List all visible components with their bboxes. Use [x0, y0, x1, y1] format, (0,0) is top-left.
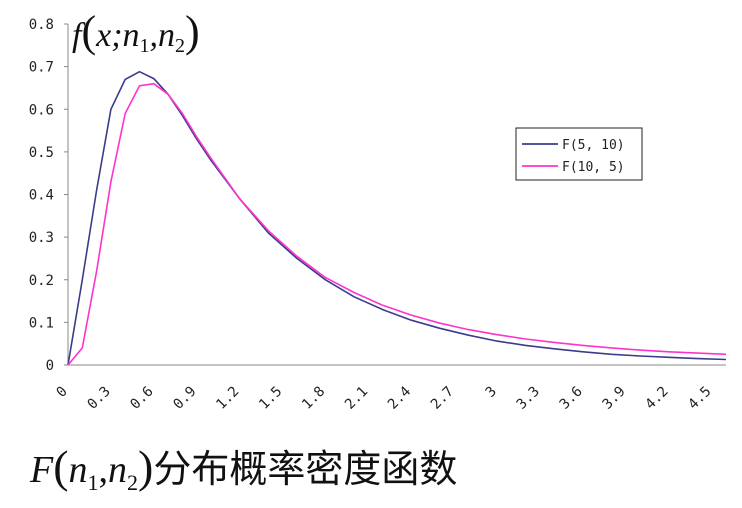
y-tick-label: 0.4 [29, 188, 54, 204]
x-tick-label: 3.6 [557, 384, 586, 413]
ylabel-sub1: 1 [140, 35, 150, 57]
x-tick-label: 1.5 [256, 384, 285, 413]
x-tick-label: 0.3 [85, 384, 114, 413]
series-line-1 [67, 70, 727, 366]
ylabel-sub2: 2 [175, 35, 185, 57]
y-tick-label: 0.2 [29, 273, 54, 289]
caption-prefix: F [30, 449, 54, 491]
ylabel-args: x;n [95, 17, 139, 54]
caption-n2: n [108, 449, 128, 491]
x-tick-label: 2.7 [428, 384, 457, 413]
f-distribution-chart: 0 0.1 0.2 0.3 0.4 0.5 0.6 0.7 0.8 0 0.3 0.6 0.9 1.2 1… [29, 7, 727, 413]
x-tick-label: 3.3 [514, 384, 543, 413]
caption-n1: n [68, 449, 88, 491]
y-tick-label: 0.7 [29, 60, 54, 76]
legend-box [515, 127, 643, 181]
y-tick-label: 0.1 [29, 315, 54, 331]
x-tick-label: 1.2 [213, 384, 242, 413]
x-tick-label: 3 [483, 384, 500, 401]
caption-open-paren: ( [53, 441, 69, 492]
y-tick-label: 0.8 [29, 17, 54, 33]
series-lines [67, 70, 727, 366]
x-tick-label: 3.9 [599, 384, 628, 413]
x-tick-label: 0.6 [127, 384, 156, 413]
y-tick-label: 0.3 [29, 230, 54, 246]
y-tick-label: 0.5 [29, 145, 54, 161]
legend-label-2: F(10, 5) [562, 160, 625, 175]
x-tick-labels: 0 0.3 0.6 0.9 1.2 1.5 1.8 2.1 2.4 2.7 3 3.3 3.6 3.9 4.… [54, 384, 715, 413]
caption-sep: , [98, 449, 109, 491]
y-tick-label: 0.6 [29, 102, 54, 118]
caption-text: 分布概率密度函数 [153, 449, 458, 491]
x-tick-label: 4.5 [685, 384, 714, 413]
caption-close-paren: ) [138, 441, 154, 492]
caption-sub2: 2 [127, 470, 139, 495]
chart-caption: F(n1,n2)分布概率密度函数 [30, 438, 458, 495]
legend-label-1: F(5, 10) [562, 138, 625, 153]
y-axis-label: f(x;n1,n2) [72, 7, 200, 57]
caption-sub1: 1 [87, 470, 99, 495]
x-tick-label: 0 [54, 384, 71, 401]
y-tick-labels: 0 0.1 0.2 0.3 0.4 0.5 0.6 0.7 0.8 [29, 17, 68, 374]
legend: F(5, 10) F(10, 5) [515, 127, 643, 181]
series-line-2 [67, 82, 727, 366]
x-tick-label: 1.8 [299, 384, 328, 413]
x-tick-label: 0.9 [170, 384, 199, 413]
x-tick-label: 2.4 [385, 384, 414, 413]
ylabel-sep: ,n [150, 17, 176, 54]
y-tick-label: 0 [46, 358, 54, 374]
x-tick-label: 2.1 [342, 384, 371, 413]
x-tick-label: 4.2 [642, 384, 671, 413]
